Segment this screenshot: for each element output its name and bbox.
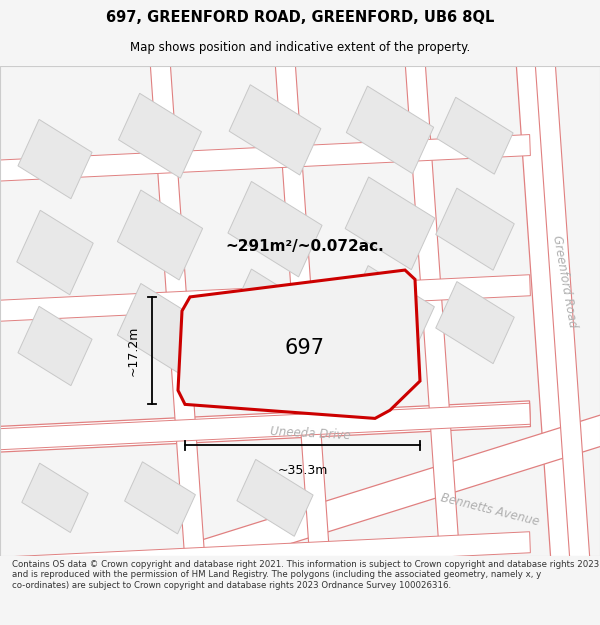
Polygon shape <box>125 462 196 534</box>
Polygon shape <box>437 98 513 174</box>
Polygon shape <box>237 459 313 536</box>
Polygon shape <box>17 210 93 295</box>
Polygon shape <box>535 59 590 563</box>
Text: Uneeda Drive: Uneeda Drive <box>269 425 350 442</box>
Polygon shape <box>0 275 530 321</box>
Polygon shape <box>22 463 88 532</box>
Polygon shape <box>0 134 530 181</box>
Polygon shape <box>405 59 460 563</box>
Text: Contains OS data © Crown copyright and database right 2021. This information is : Contains OS data © Crown copyright and d… <box>12 560 599 590</box>
Text: 697: 697 <box>285 338 325 358</box>
Polygon shape <box>197 413 600 571</box>
Text: Bennetts Avenue: Bennetts Avenue <box>439 491 541 528</box>
Polygon shape <box>18 306 92 386</box>
Polygon shape <box>0 403 530 450</box>
Polygon shape <box>436 188 514 270</box>
Polygon shape <box>150 59 205 563</box>
Text: ~35.3m: ~35.3m <box>277 464 328 477</box>
Polygon shape <box>119 93 202 178</box>
Polygon shape <box>346 86 434 174</box>
Text: Greenford Road: Greenford Road <box>550 234 580 329</box>
Polygon shape <box>118 190 203 280</box>
Polygon shape <box>229 85 321 175</box>
Polygon shape <box>118 284 203 374</box>
Text: ~17.2m: ~17.2m <box>127 326 140 376</box>
Polygon shape <box>178 270 420 418</box>
Polygon shape <box>516 59 579 563</box>
Polygon shape <box>228 269 322 364</box>
Polygon shape <box>18 119 92 199</box>
Text: 697, GREENFORD ROAD, GREENFORD, UB6 8QL: 697, GREENFORD ROAD, GREENFORD, UB6 8QL <box>106 10 494 25</box>
Polygon shape <box>345 177 435 269</box>
Polygon shape <box>228 181 322 277</box>
Polygon shape <box>436 282 514 364</box>
Polygon shape <box>0 532 530 578</box>
Polygon shape <box>275 59 330 563</box>
Text: Map shows position and indicative extent of the property.: Map shows position and indicative extent… <box>130 41 470 54</box>
Polygon shape <box>346 266 434 356</box>
Polygon shape <box>0 401 530 452</box>
Text: ~291m²/~0.072ac.: ~291m²/~0.072ac. <box>226 239 385 254</box>
